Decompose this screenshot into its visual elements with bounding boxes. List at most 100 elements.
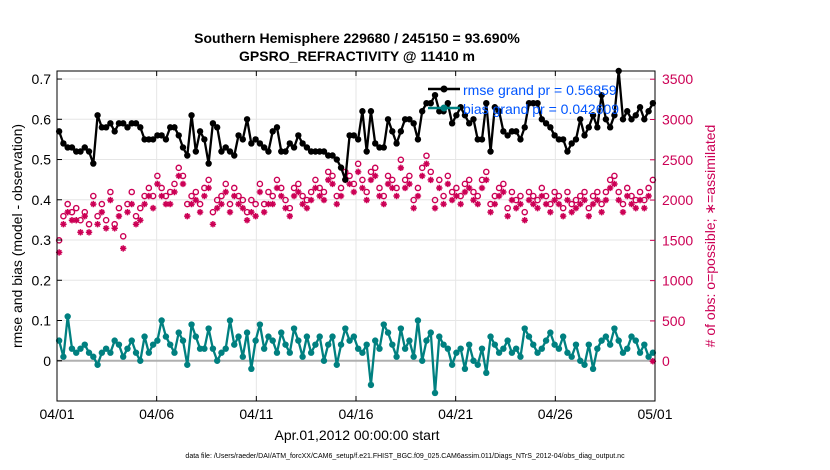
possible-marker: [136, 204, 144, 212]
assimilated-marker: [594, 196, 601, 204]
assimilated-marker: [636, 196, 644, 204]
bias-point: [380, 321, 387, 328]
rmse-point: [196, 128, 204, 135]
assimilated-marker: [243, 217, 251, 224]
legend-bias-marker: [440, 104, 448, 112]
rmse-point: [188, 112, 195, 119]
assimilated-marker: [628, 200, 635, 208]
possible-marker: [367, 168, 375, 176]
possible-marker: [470, 188, 477, 196]
rmse-point: [120, 120, 127, 127]
bias-point: [598, 337, 605, 344]
bias-point: [354, 345, 362, 352]
rmse-point: [380, 144, 387, 151]
assimilated-marker: [192, 196, 200, 204]
assimilated-marker: [555, 200, 563, 208]
possible-marker: [440, 192, 447, 200]
assimilated-marker: [154, 180, 161, 188]
possible-marker: [427, 168, 435, 176]
assimilated-marker: [128, 200, 135, 208]
assimilated-marker: [149, 204, 157, 212]
bias-point: [248, 365, 255, 373]
possible-marker: [115, 204, 123, 212]
assimilated-marker: [393, 192, 400, 200]
bias-point: [419, 357, 426, 364]
rmse-point: [632, 112, 639, 119]
assimilated-marker: [278, 192, 285, 200]
possible-marker: [239, 196, 247, 204]
possible-marker: [517, 192, 524, 200]
possible-marker: [461, 180, 469, 188]
bias-point: [474, 361, 481, 368]
bias-point: [260, 345, 268, 352]
assimilated-marker: [137, 217, 144, 224]
rmse-point: [470, 116, 477, 123]
assimilated-marker: [384, 180, 392, 188]
bias-point: [269, 337, 276, 344]
rmse-point: [333, 156, 340, 163]
bias-point: [188, 321, 195, 328]
possible-marker: [273, 176, 281, 184]
series-rmse: [55, 67, 657, 183]
bias-point: [137, 357, 144, 364]
bias-point: [589, 365, 597, 373]
bias-point: [111, 337, 118, 344]
possible-marker: [431, 196, 439, 204]
rmse-point: [649, 99, 657, 107]
rmse-point: [350, 132, 358, 139]
bias-point: [201, 345, 208, 352]
rmse-point: [594, 124, 601, 131]
rmse-point: [337, 164, 345, 171]
assimilated-marker: [551, 196, 558, 204]
assimilated-marker: [470, 196, 477, 204]
rmse-point: [175, 132, 182, 139]
assimilated-marker: [538, 192, 546, 200]
assimilated-marker: [525, 196, 533, 204]
rmse-point: [589, 112, 597, 119]
assimilated-marker: [363, 196, 370, 204]
rmse-point: [564, 148, 571, 155]
y2-tick-label: 2500: [662, 152, 693, 168]
possible-marker: [559, 204, 567, 212]
bias-point: [363, 341, 370, 348]
bias-point: [534, 349, 541, 356]
rmse-point: [598, 91, 605, 99]
rmse-point: [538, 116, 546, 123]
rmse-point: [427, 99, 434, 107]
bias-point: [624, 345, 631, 352]
bias-point: [303, 333, 311, 340]
assimilated-marker: [619, 208, 627, 216]
rmse-point: [192, 148, 200, 155]
assimilated-marker: [77, 229, 84, 236]
possible-marker: [495, 184, 503, 192]
rmse-point: [547, 124, 554, 131]
x-tick-label: 05/01: [637, 406, 672, 422]
rmse-point: [218, 148, 225, 155]
possible-marker: [188, 192, 195, 200]
assimilated-marker: [85, 229, 93, 236]
possible-marker: [453, 184, 460, 192]
bias-point: [649, 349, 657, 356]
bias-point: [606, 341, 614, 348]
possible-marker: [474, 192, 482, 200]
possible-marker: [205, 176, 212, 184]
rmse-point: [303, 144, 311, 151]
possible-marker: [256, 180, 264, 188]
rmse-point: [265, 148, 272, 155]
bias-point: [68, 345, 76, 352]
possible-marker: [107, 188, 114, 196]
bias-point: [252, 337, 259, 344]
bias-point: [175, 329, 182, 336]
rmse-point: [282, 148, 289, 155]
bias-point: [295, 337, 302, 344]
assimilated-marker: [457, 200, 464, 208]
bias-point: [525, 333, 533, 340]
y-tick-label: 0.4: [32, 192, 52, 208]
data-file-footer: data file: /Users/raeder/DAI/ATM_forcXX/…: [185, 453, 625, 460]
possible-marker: [307, 188, 315, 196]
assimilated-marker: [141, 200, 148, 208]
assimilated-marker: [615, 196, 622, 204]
bias-point: [342, 325, 349, 332]
rmse-point: [286, 140, 293, 147]
bias-point: [551, 341, 558, 348]
